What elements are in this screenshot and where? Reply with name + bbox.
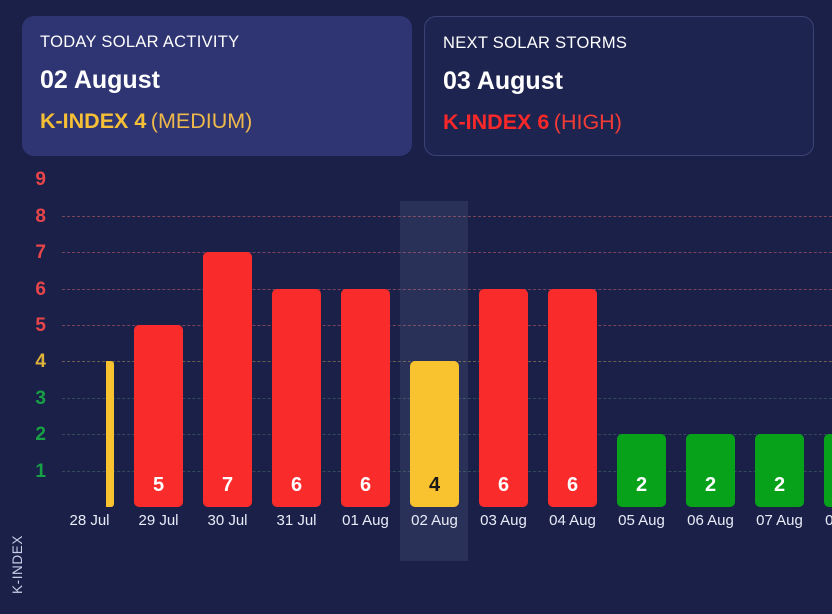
bar-04-aug[interactable]: 6 (548, 288, 597, 507)
bar-01-aug[interactable]: 6 (341, 288, 390, 507)
summary-cards: TODAY SOLAR ACTIVITY 02 August K-INDEX 4… (0, 0, 832, 172)
gridline-8 (62, 215, 832, 217)
gridline-5 (62, 325, 832, 326)
x-axis-label-06-aug: 06 Aug (687, 512, 734, 529)
card-next-title: NEXT SOLAR STORMS (443, 34, 628, 52)
bar-02-aug[interactable]: 4 (410, 361, 459, 507)
x-axis-label-30-jul: 30 Jul (207, 512, 248, 529)
card-today-title: TODAY SOLAR ACTIVITY (40, 33, 240, 51)
card-next-kindex-level: (HIGH) (553, 110, 622, 134)
k-index-bar-chart: 5 7 6 6 4 6 6 2 2 2 2 28 Jul 29 Jul 30 Jul 31 Jul 01 A… (0, 172, 832, 614)
bar-value-label: 7 (221, 473, 234, 496)
bar-30-jul[interactable]: 7 (203, 252, 252, 507)
bar-value-label: 6 (359, 473, 372, 496)
y-axis-tick-5: 5 (35, 315, 46, 336)
x-axis-label-02-aug: 02 Aug (411, 512, 458, 529)
x-axis-label-05-aug: 05 Aug (618, 512, 665, 529)
x-axis-label-31-jul: 31 Jul (276, 512, 317, 529)
y-axis-ticks: 9 8 7 6 5 4 3 2 1 (0, 169, 62, 532)
card-today-solar-activity[interactable]: TODAY SOLAR ACTIVITY 02 August K-INDEX 4… (22, 16, 412, 156)
bar-29-jul[interactable]: 5 (134, 325, 183, 507)
y-axis-tick-3: 3 (35, 387, 46, 409)
x-axis-label-07-aug: 07 Aug (756, 512, 803, 529)
chart-scroll-viewport[interactable]: 5 7 6 6 4 6 6 2 2 2 2 28 Jul 29 Jul 30 Jul 31 Jul 01 A… (62, 192, 832, 614)
bar-value-label: 2 (773, 473, 786, 496)
card-today-kindex-value: K-INDEX 4 (40, 109, 147, 133)
y-axis-tick-8: 8 (35, 205, 46, 227)
gridline-6 (62, 288, 832, 290)
card-next-kindex: K-INDEX 6 (HIGH) (443, 109, 795, 138)
bar-31-jul[interactable]: 6 (272, 288, 321, 507)
bar-value-label: 6 (290, 473, 303, 496)
bar-07-aug[interactable]: 2 (755, 434, 804, 507)
bar-03-aug[interactable]: 6 (479, 288, 528, 507)
bar-value-label: 5 (152, 474, 165, 496)
chart-plot-area: 5 7 6 6 4 6 6 2 2 2 2 28 Jul 29 Jul 30 Jul 31 Jul 01 A… (62, 192, 832, 614)
y-axis-tick-4: 4 (35, 351, 46, 373)
gridline-7 (62, 252, 832, 254)
bar-08-aug[interactable]: 2 (824, 434, 832, 507)
x-axis-label-04-aug: 04 Aug (549, 512, 596, 529)
bar-value-label: 2 (635, 473, 648, 496)
x-axis-label-03-aug: 03 Aug (480, 512, 527, 529)
bar-value-label: 6 (566, 473, 579, 496)
y-axis-tick-2: 2 (35, 424, 46, 446)
card-today-kindex-level: (MEDIUM) (150, 109, 253, 133)
card-next-kindex-value: K-INDEX 6 (443, 110, 550, 134)
bar-value-label: 4 (428, 473, 441, 496)
card-today-date: 02 August (40, 66, 160, 94)
bar-value-label: 2 (704, 473, 717, 496)
card-today-kindex: K-INDEX 4 (MEDIUM) (40, 108, 394, 137)
bar-28-jul[interactable] (106, 361, 114, 507)
y-axis-tick-6: 6 (35, 278, 46, 300)
y-axis-tick-7: 7 (35, 242, 46, 264)
x-axis-label-28-jul: 28 Jul (69, 512, 110, 529)
y-axis-tick-9: 9 (35, 169, 46, 191)
bar-05-aug[interactable]: 2 (617, 434, 666, 507)
bar-value-label: 6 (497, 473, 510, 496)
x-axis-label-01-aug: 01 Aug (342, 512, 389, 529)
card-next-date: 03 August (443, 67, 563, 95)
bar-06-aug[interactable]: 2 (686, 434, 735, 507)
x-axis-label-29-jul: 29 Jul (138, 512, 179, 529)
card-next-solar-storms[interactable]: NEXT SOLAR STORMS 03 August K-INDEX 6 (H… (424, 16, 814, 156)
y-axis-tick-1: 1 (35, 460, 46, 482)
x-axis-label-08-aug: 08 Aug (825, 512, 832, 529)
